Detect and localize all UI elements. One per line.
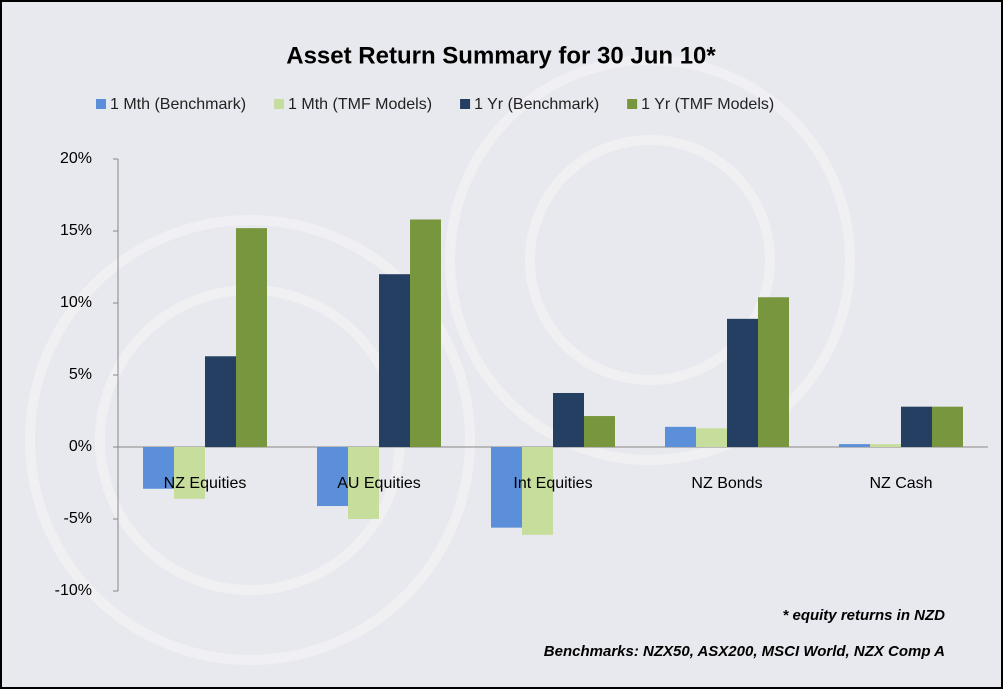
bar xyxy=(870,444,901,447)
bar xyxy=(522,447,553,535)
y-tick-label: 10% xyxy=(60,294,92,311)
bar xyxy=(410,219,441,447)
legend-label: 1 Mth (TMF Models) xyxy=(288,96,432,113)
chart-title: Asset Return Summary for 30 Jun 10* xyxy=(286,42,716,69)
x-tick-label: NZ Cash xyxy=(869,475,932,492)
annotation: * equity returns in NZD xyxy=(782,607,945,624)
legend-label: 1 Yr (TMF Models) xyxy=(641,96,774,113)
x-tick-label: AU Equities xyxy=(337,475,421,492)
bar xyxy=(932,406,963,447)
bar xyxy=(379,274,410,447)
bar xyxy=(665,426,696,447)
y-tick-label: 15% xyxy=(60,222,92,239)
bar xyxy=(839,444,870,447)
x-tick-label: NZ Bonds xyxy=(691,475,762,492)
legend-label: 1 Yr (Benchmark) xyxy=(474,96,599,113)
bar xyxy=(143,447,174,489)
bar xyxy=(348,447,379,519)
bar xyxy=(553,393,584,447)
y-tick-label: 20% xyxy=(60,150,92,167)
bar xyxy=(758,297,789,447)
bar xyxy=(727,318,758,447)
legend-swatch xyxy=(96,99,106,109)
bar xyxy=(236,228,267,447)
bar xyxy=(584,416,615,447)
legend-swatch xyxy=(627,99,638,109)
bar xyxy=(205,356,236,447)
bar xyxy=(491,447,522,528)
annotation: Benchmarks: NZX50, ASX200, MSCI World, N… xyxy=(544,643,945,660)
legend-label: 1 Mth (Benchmark) xyxy=(110,96,246,113)
bar xyxy=(696,428,727,447)
bar xyxy=(317,447,348,507)
y-tick-label: -5% xyxy=(64,510,92,527)
bar xyxy=(174,447,205,499)
legend-swatch xyxy=(460,99,471,109)
y-tick-label: 5% xyxy=(69,366,92,383)
bar xyxy=(901,406,932,447)
x-tick-label: Int Equities xyxy=(513,475,592,492)
y-tick-label: -10% xyxy=(55,582,92,599)
legend-swatch xyxy=(274,99,285,109)
x-tick-label: NZ Equities xyxy=(164,475,247,492)
y-tick-label: 0% xyxy=(69,438,92,455)
